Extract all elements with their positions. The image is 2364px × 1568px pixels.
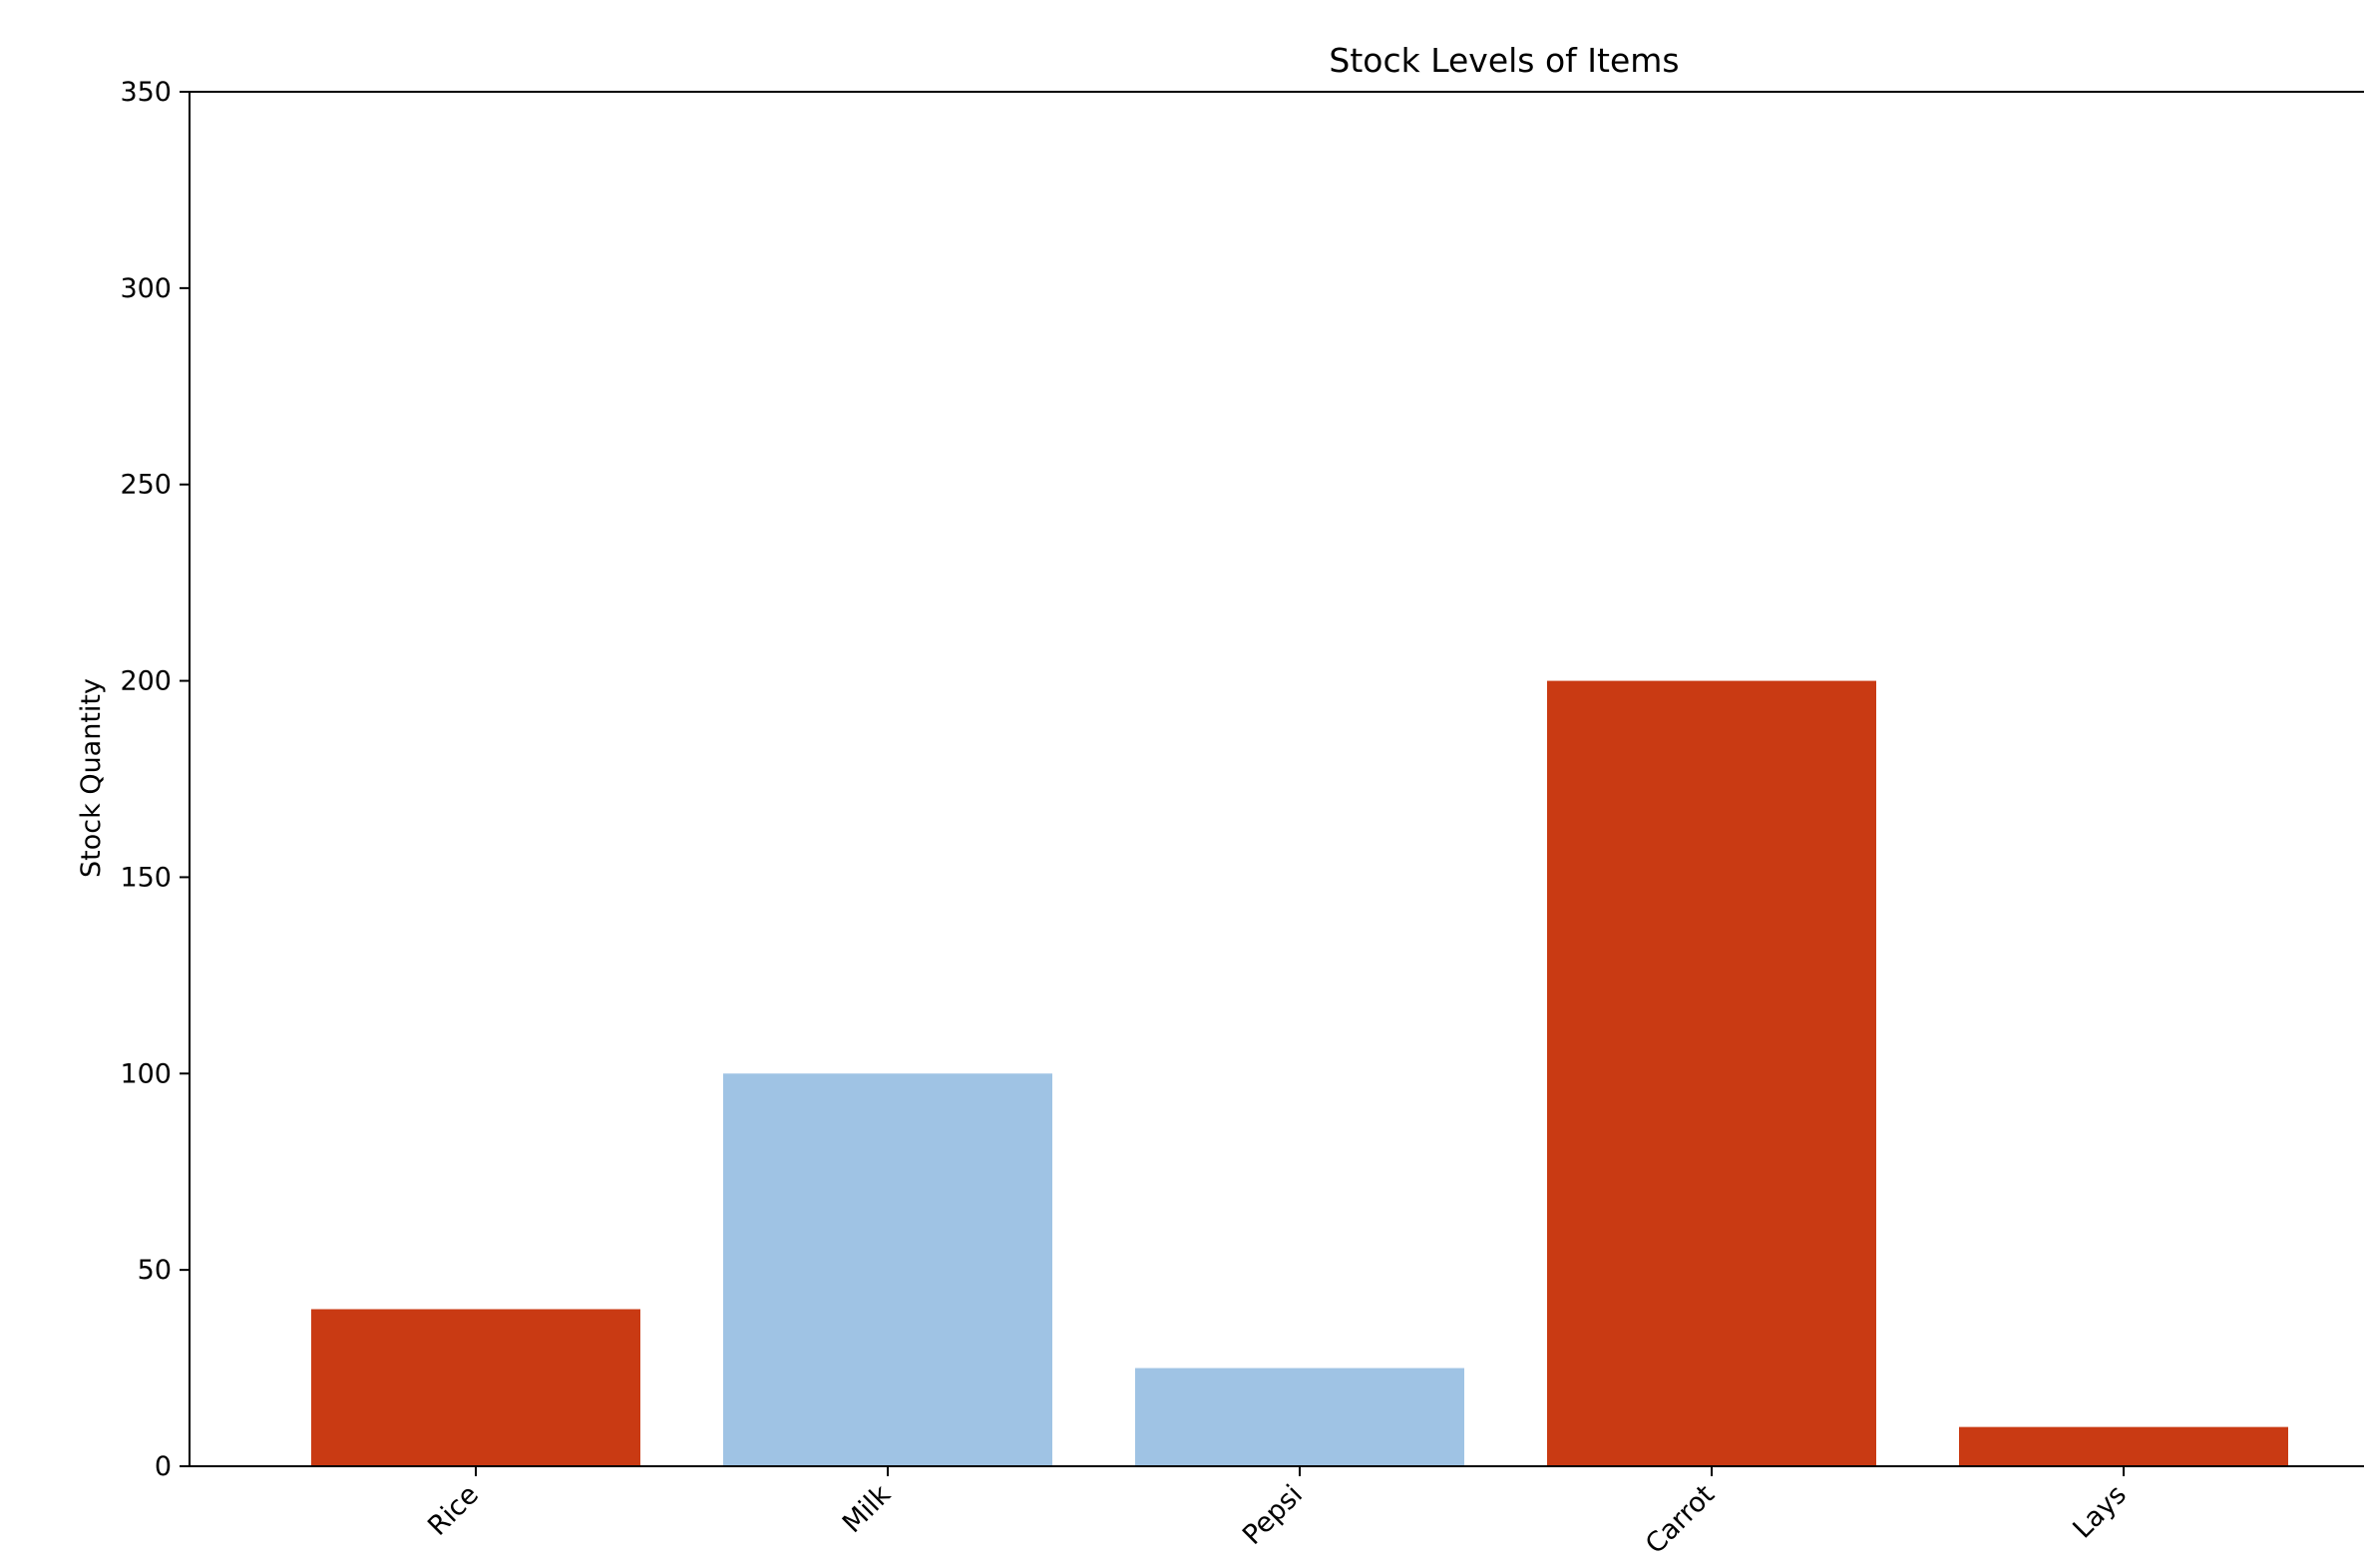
bar-rice <box>311 1309 640 1466</box>
x-tick-label: Carrot <box>1640 1479 1721 1560</box>
x-axis-ticks: Rice Milk Pepsi Carrot Lays <box>422 1466 2133 1560</box>
y-tick-label: 50 <box>138 1255 172 1286</box>
y-tick-label: 150 <box>120 862 172 893</box>
x-tick-label: Lays <box>2067 1479 2133 1545</box>
y-axis-label: Stock Quantity <box>76 678 107 878</box>
y-tick-label: 0 <box>155 1451 172 1482</box>
x-tick-label: Rice <box>422 1479 485 1542</box>
y-tick-label: 200 <box>120 666 172 697</box>
y-tick-label: 250 <box>120 470 172 501</box>
bar-lays <box>1959 1426 2288 1466</box>
x-tick-label: Pepsi <box>1237 1479 1309 1551</box>
bar-carrot <box>1547 680 1876 1466</box>
x-tick-label: Milk <box>837 1479 897 1539</box>
y-axis-ticks: 0 50 100 150 200 250 300 350 <box>120 77 190 1482</box>
bar-milk <box>723 1073 1052 1466</box>
bar-pepsi <box>1135 1368 1464 1466</box>
y-tick-label: 300 <box>120 273 172 304</box>
y-tick-label: 350 <box>120 77 172 108</box>
bars-group <box>311 680 2288 1466</box>
y-tick-label: 100 <box>120 1058 172 1089</box>
chart-title: Stock Levels of Items <box>1329 41 1679 80</box>
